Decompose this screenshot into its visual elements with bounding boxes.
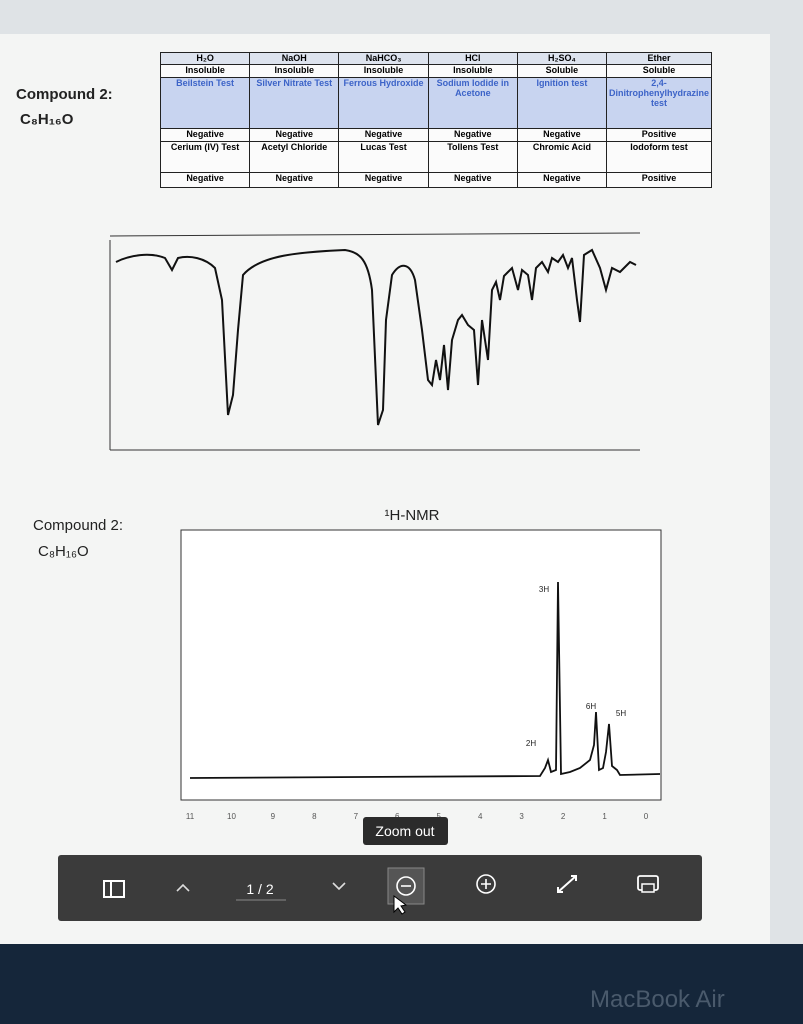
zoom-in-icon bbox=[481, 879, 491, 889]
ir-trace bbox=[115, 248, 637, 426]
table-cell: HCl bbox=[427, 52, 518, 65]
cursor bbox=[393, 895, 408, 915]
table-cell: Positive bbox=[605, 172, 713, 188]
table-cell: Sodium Iodide in Acetone bbox=[427, 77, 518, 129]
nmr-title: ¹H-NMR bbox=[385, 507, 440, 524]
table-cell: Ignition test bbox=[516, 77, 607, 129]
next-page-button[interactable] bbox=[332, 882, 346, 891]
page-indicator[interactable]: 1 / 2 bbox=[246, 881, 273, 897]
axis-tick-label: 3 bbox=[519, 812, 524, 821]
peak-label: 2H bbox=[526, 739, 536, 748]
table-cell: Ether bbox=[605, 52, 713, 65]
table-cell: H₂O bbox=[159, 52, 251, 65]
table-cell: Negative bbox=[338, 172, 429, 188]
axis-tick-label: 5 bbox=[437, 812, 442, 821]
axis-tick-label: 11 bbox=[186, 812, 195, 821]
compound-label: Compound 2: bbox=[33, 517, 124, 534]
axis-tick-label: 6 bbox=[395, 812, 400, 821]
axis-tick-label: 10 bbox=[227, 812, 236, 821]
table-row: Negative Negative Negative Negative Negative… bbox=[159, 128, 713, 142]
formula: C₈H₁₆O bbox=[38, 543, 89, 560]
axis-tick-label: 8 bbox=[312, 812, 317, 821]
table-cell: 2,4-Dinitrophenylhydrazine test bbox=[605, 77, 713, 129]
axis-tick-label: 0 bbox=[644, 812, 649, 821]
table-cell: Negative bbox=[427, 172, 518, 188]
compound-label: Compound 2: bbox=[16, 86, 113, 103]
toolbar bbox=[58, 855, 702, 921]
table-cell: Beilstein Test bbox=[159, 77, 251, 129]
nmr-frame bbox=[180, 529, 662, 801]
nmr-trace bbox=[189, 581, 661, 779]
table-cell: Iodoform test bbox=[605, 141, 713, 173]
table-row: Beilstein Test Silver Nitrate Test Ferrous… bbox=[159, 77, 713, 129]
table-cell: Cerium (IV) Test bbox=[159, 141, 251, 173]
formula: C₈H₁₆O bbox=[20, 111, 74, 128]
table-row: Negative Negative Negative Negative Negative… bbox=[159, 172, 713, 188]
table-cell: Lucas Test bbox=[338, 141, 429, 173]
tooltip bbox=[363, 817, 448, 845]
tests-table: H₂O NaOH NaHCO₃ HCl H₂SO₄ Ether Insoluble Insol… bbox=[159, 52, 713, 188]
laptop-bezel: MacBook Air bbox=[0, 944, 803, 1024]
prev-page-button[interactable] bbox=[176, 883, 190, 892]
brand: MacBook Air bbox=[590, 986, 725, 1013]
axis-tick-label: 2 bbox=[561, 812, 566, 821]
zoom-out-icon bbox=[396, 876, 416, 896]
table-cell: NaOH bbox=[249, 52, 340, 65]
peak-label: 3H bbox=[539, 585, 549, 594]
sidebar-button[interactable] bbox=[103, 880, 125, 898]
print-icon bbox=[641, 883, 655, 893]
axis-tick-label: 4 bbox=[478, 812, 483, 821]
ir-frame bbox=[109, 232, 641, 237]
table-cell: Negative bbox=[516, 172, 607, 188]
peak-label: 5H bbox=[616, 709, 626, 718]
table-cell: H₂SO₄ bbox=[516, 52, 607, 65]
peak-label: 6H bbox=[586, 702, 596, 711]
axis-tick-label: 9 bbox=[271, 812, 276, 821]
fit-button[interactable] bbox=[557, 875, 577, 893]
table-cell: Tollens Test bbox=[427, 141, 518, 173]
table-row: H₂O NaOH NaHCO₃ HCl H₂SO₄ Ether bbox=[159, 52, 713, 65]
zoom-in-button[interactable] bbox=[476, 874, 496, 894]
table-cell: Ferrous Hydroxide bbox=[338, 77, 429, 129]
axis-tick-label: 1 bbox=[602, 812, 607, 821]
ir-spectrum bbox=[109, 232, 641, 451]
table-cell: Silver Nitrate Test bbox=[249, 77, 340, 129]
axis-tick-label: 7 bbox=[354, 812, 359, 821]
table-row: Cerium (IV) Test Acetyl Chloride Lucas Tes… bbox=[159, 141, 713, 173]
tooltip-text: Zoom out bbox=[375, 823, 434, 839]
